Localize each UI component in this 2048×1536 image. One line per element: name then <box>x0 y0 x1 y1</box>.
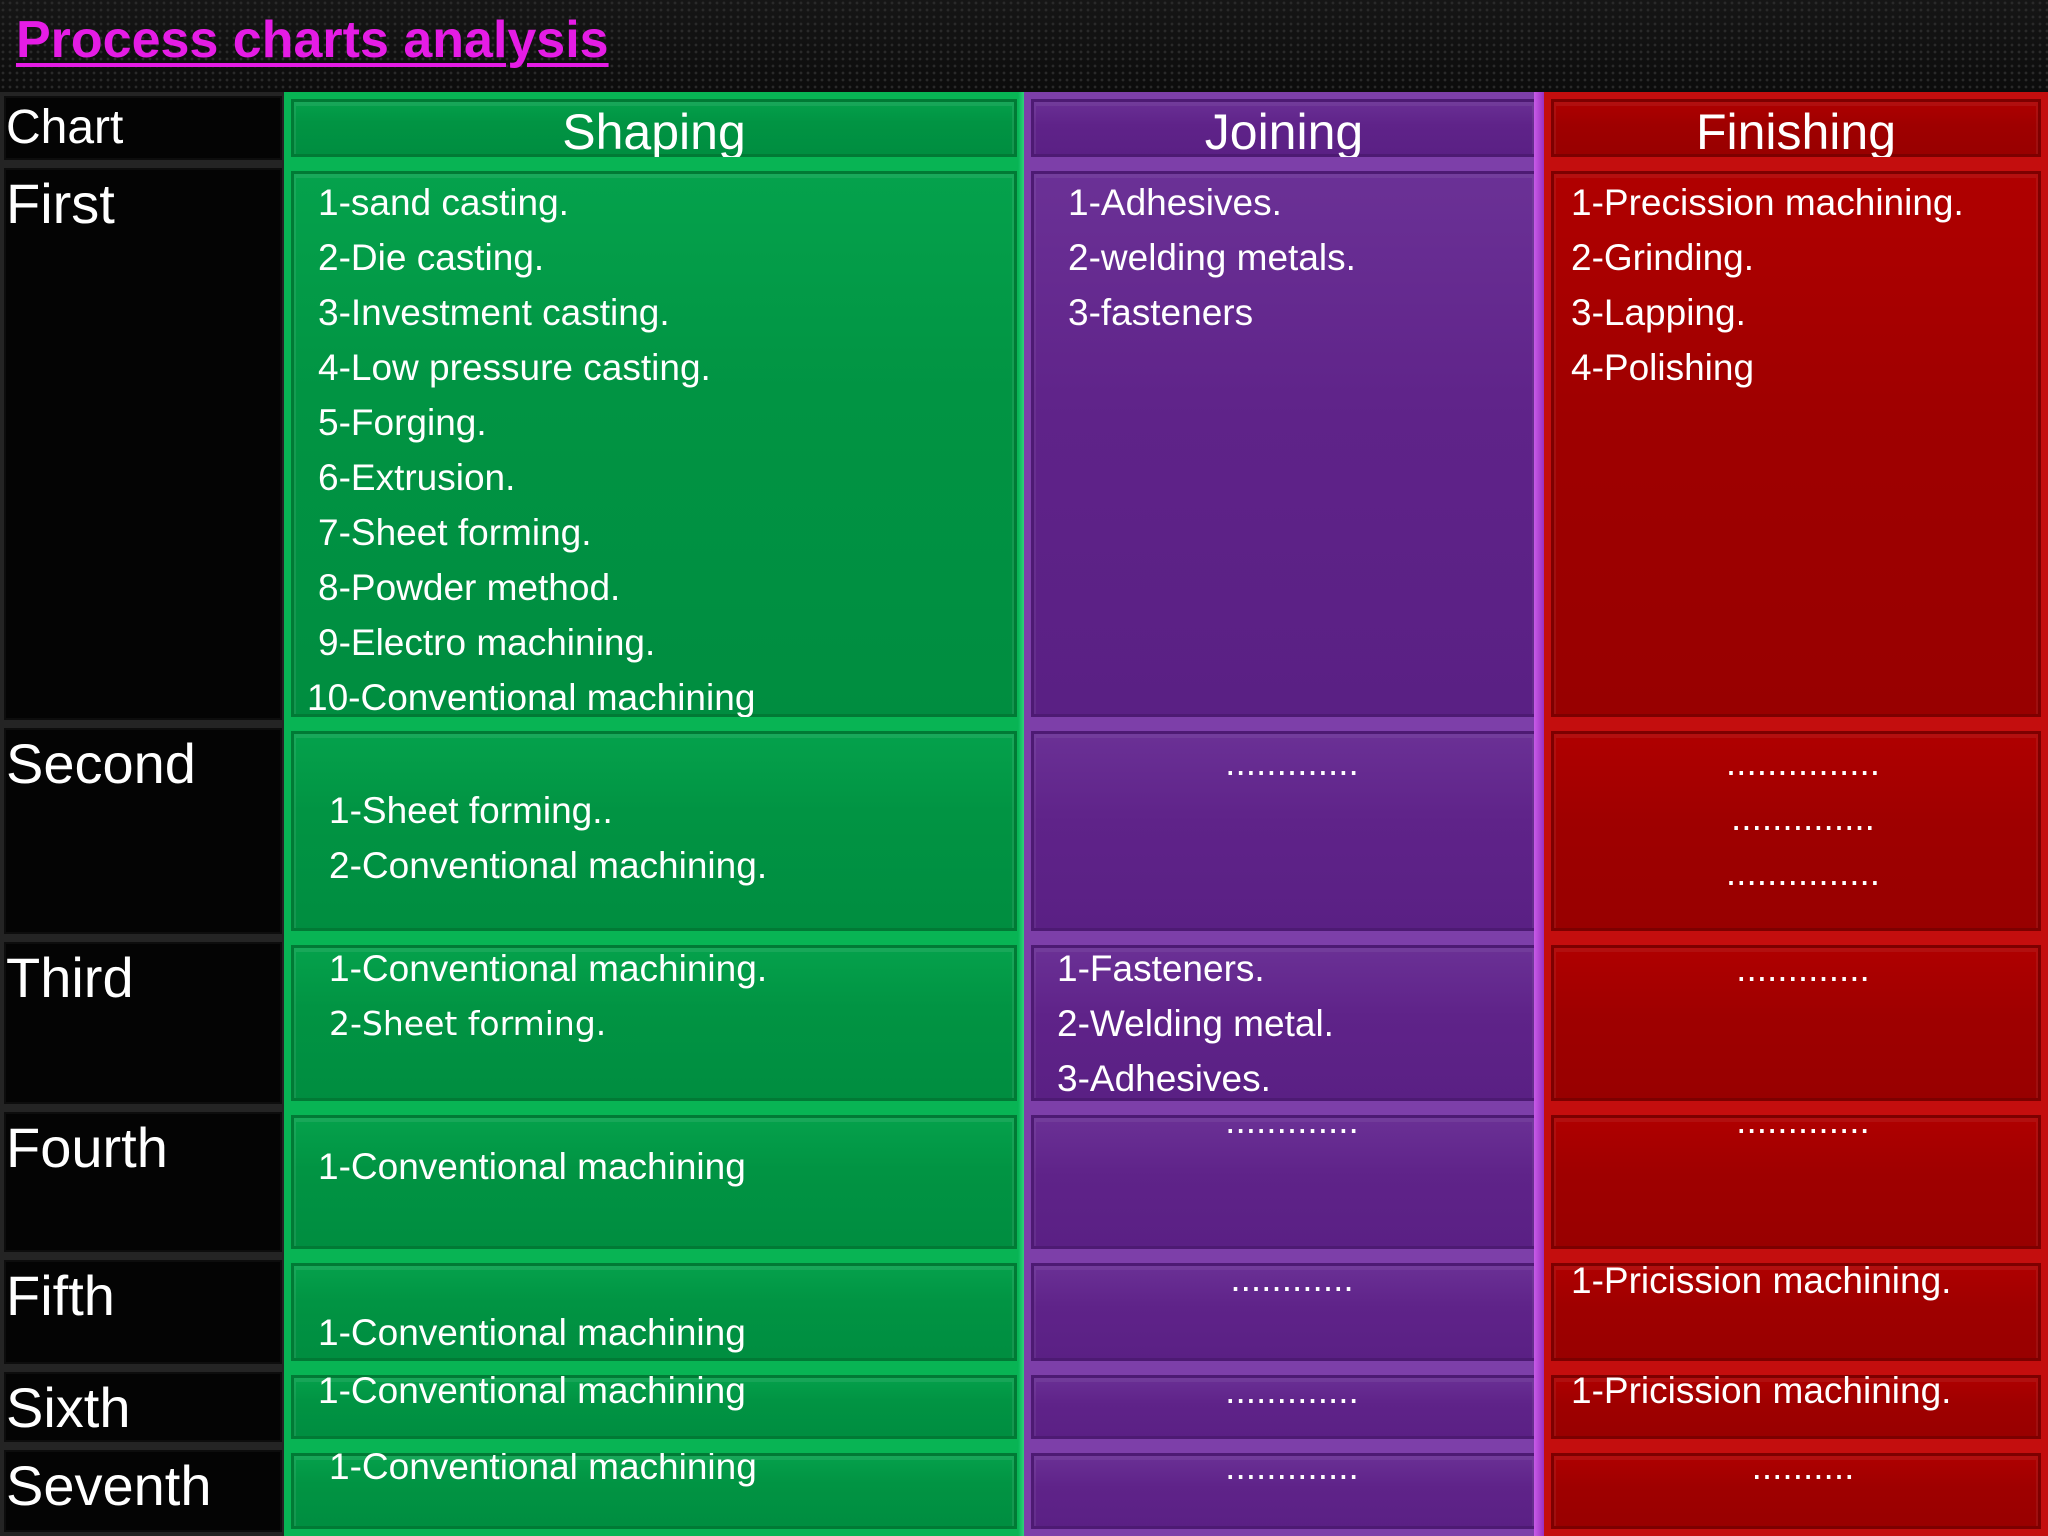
row-label-third-text: Third <box>6 946 134 1009</box>
placeholder-dots: ............. <box>1225 1446 1359 1487</box>
placeholder-dots: ............. <box>1225 742 1359 783</box>
list-item: 5-Forging. <box>318 402 487 443</box>
cell-sixth-shaping: 1-Conventional machining <box>284 1368 1024 1446</box>
list-item: 1-Fasteners. <box>1057 948 1265 989</box>
placeholder-dots: ............... <box>1725 907 1881 938</box>
row-label-fourth: Fourth <box>0 1108 286 1256</box>
list-item: 2-Conventional machining. <box>329 845 768 886</box>
list-item: 3-Adhesives. <box>1057 1058 1271 1099</box>
cell-second-finishing: ............... .............. .........… <box>1544 724 2048 938</box>
row-label-seventh: Seventh <box>0 1446 286 1536</box>
cell-fourth-joining: ............. <box>1024 1108 1544 1256</box>
row-label-sixth: Sixth <box>0 1368 286 1446</box>
cell-sixth-finishing: 1-Pricission machining. <box>1544 1368 2048 1446</box>
cell-seventh-finishing: .......... <box>1544 1446 2048 1536</box>
cell-fourth-finishing: ............. <box>1544 1108 2048 1256</box>
column-header-chart: Chart <box>0 92 286 164</box>
placeholder-dots: .............. <box>1731 797 1875 838</box>
list-item: 2-Sheet forming. <box>329 1004 607 1043</box>
title-bar <box>0 0 2048 92</box>
cell-seventh-shaping: 1-Conventional machining <box>284 1446 1024 1536</box>
list-item: 1-Precission machining. <box>1571 182 1964 223</box>
placeholder-dots: ............... <box>1725 852 1881 893</box>
row-label-first: First <box>0 164 286 724</box>
row-label-fourth-text: Fourth <box>6 1116 168 1179</box>
list-item: 1-Conventional machining <box>318 1370 746 1411</box>
list-item: 3-fasteners <box>1068 292 1254 333</box>
column-header-shaping: Shaping <box>284 92 1024 164</box>
column-header-chart-label: Chart <box>6 101 124 154</box>
placeholder-dots: ............... <box>1725 742 1881 783</box>
list-item: 1-Pricission machining. <box>1571 1260 1952 1301</box>
list-item: 1-Conventional machining <box>329 1446 757 1487</box>
list-item: 2-Grinding. <box>1571 237 1755 278</box>
list-item: 1-Conventional machining <box>318 1312 746 1353</box>
list-item: 1-Sheet forming.. <box>329 790 613 831</box>
list-item: 2-Die casting. <box>318 237 545 278</box>
column-header-finishing-label: Finishing <box>1695 104 1897 160</box>
placeholder-dots: ............. <box>1736 948 1870 989</box>
list-item: 1-Pricission machining. <box>1571 1370 1952 1411</box>
row-label-third: Third <box>0 938 286 1108</box>
list-item: 1-Conventional machining. <box>329 948 768 989</box>
cell-first-finishing: 1-Precission machining. 2-Grinding. 3-La… <box>1544 164 2048 724</box>
placeholder-dots: ............. <box>1225 1370 1359 1411</box>
placeholder-dots: ............ <box>1230 1258 1354 1299</box>
row-label-first-text: First <box>6 172 115 235</box>
cell-third-finishing: ............. <box>1544 938 2048 1108</box>
list-item: 2-welding metals. <box>1068 237 1356 278</box>
list-item: 4-Low pressure casting. <box>318 347 711 388</box>
list-item: 1-Adhesives. <box>1068 182 1282 223</box>
list-item: 1-Conventional machining <box>318 1146 746 1187</box>
cell-first-joining: 1-Adhesives. 2-welding metals. 3-fastene… <box>1024 164 1544 724</box>
cell-second-joining: ............. <box>1024 724 1544 938</box>
page-title: Process charts analysis <box>16 11 609 69</box>
row-label-second-text: Second <box>6 732 196 795</box>
list-item: 3-Investment casting. <box>318 292 670 333</box>
column-header-joining: Joining <box>1024 92 1544 164</box>
list-item: 1-sand casting. <box>318 182 569 223</box>
cell-first-shaping: 1-sand casting. 2-Die casting. 3-Investm… <box>284 164 1024 724</box>
list-item: 7-Sheet forming. <box>318 512 592 553</box>
cell-fifth-finishing: 1-Pricission machining. <box>1544 1256 2048 1368</box>
cell-fourth-shaping: 1-Conventional machining <box>284 1108 1024 1256</box>
cell-sixth-joining: ............. <box>1024 1368 1544 1446</box>
list-item: 6-Extrusion. <box>318 457 516 498</box>
row-label-fifth: Fifth <box>0 1256 286 1368</box>
column-divider <box>1018 92 1024 1536</box>
row-label-sixth-text: Sixth <box>6 1376 131 1439</box>
row-label-fifth-text: Fifth <box>6 1264 115 1327</box>
column-divider <box>1534 92 1544 1536</box>
list-item: 2-Welding metal. <box>1057 1003 1334 1044</box>
list-item: 10-Conventional machining <box>307 677 756 718</box>
cell-second-shaping: 1-Sheet forming.. 2-Conventional machini… <box>284 724 1024 938</box>
row-label-second: Second <box>0 724 286 938</box>
list-item: 9-Electro machining. <box>318 622 656 663</box>
column-header-finishing: Finishing <box>1544 92 2048 164</box>
placeholder-dots: ............. <box>1736 1108 1870 1141</box>
list-item: 4-Polishing <box>1571 347 1755 388</box>
row-label-seventh-text: Seventh <box>6 1454 212 1517</box>
cell-third-joining: 1-Fasteners. 2-Welding metal. 3-Adhesive… <box>1024 938 1544 1108</box>
cell-third-shaping: 1-Conventional machining. 2-Sheet formin… <box>284 938 1024 1108</box>
placeholder-dots: ............. <box>1225 1108 1359 1141</box>
list-item: 8-Powder method. <box>318 567 621 608</box>
column-header-shaping-label: Shaping <box>562 104 746 160</box>
list-item: 3-Lapping. <box>1571 292 1746 333</box>
placeholder-dots: .......... <box>1751 1446 1855 1487</box>
column-header-joining-label: Joining <box>1204 104 1364 160</box>
cell-seventh-joining: ............. <box>1024 1446 1544 1536</box>
cell-fifth-joining: ............ <box>1024 1256 1544 1368</box>
cell-fifth-shaping: 1-Conventional machining <box>284 1256 1024 1368</box>
